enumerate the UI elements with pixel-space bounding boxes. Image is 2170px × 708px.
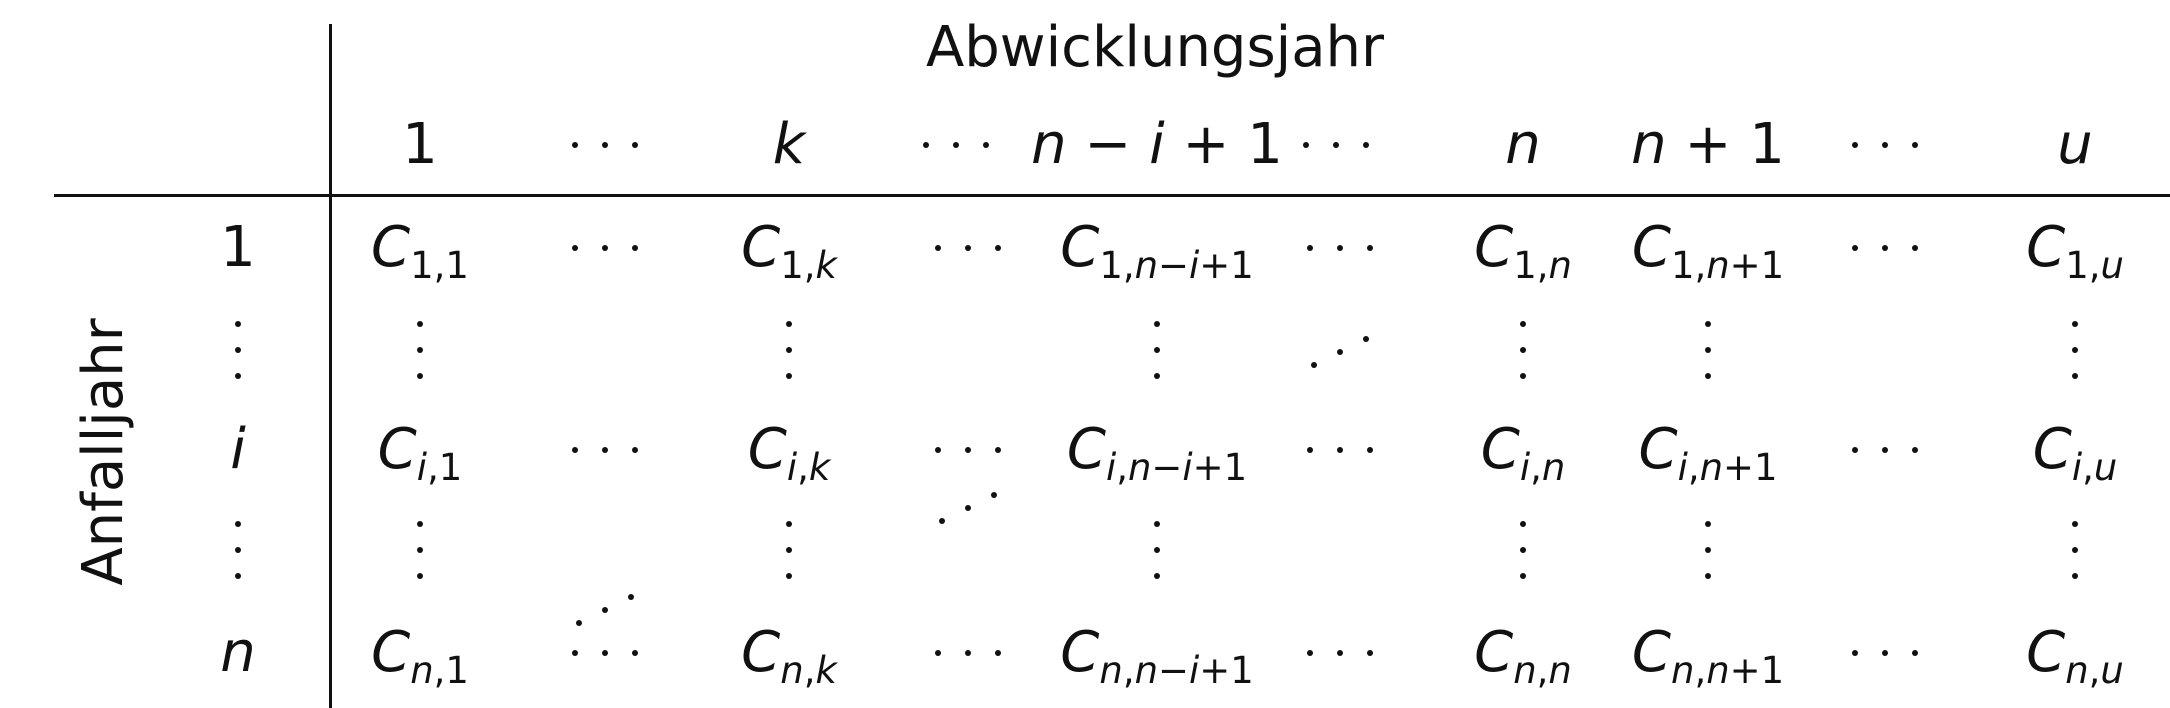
row-group-label: Anfalljahr xyxy=(71,318,136,586)
column-group-label: Abwicklungsjahr xyxy=(925,15,1385,80)
cell-r3-c5: Ci,n−i+1 xyxy=(1066,417,1248,489)
column-header-1: 1 xyxy=(402,112,438,177)
row-header-4 xyxy=(233,515,243,585)
cell-r3-c6 xyxy=(1301,445,1379,455)
column-header-8: n + 1 xyxy=(1631,112,1785,177)
cell-r2-c10 xyxy=(2070,315,2080,385)
cell-r5-c1: Cn,1 xyxy=(371,620,469,692)
vertical-rule xyxy=(329,24,332,708)
cell-r5-c4 xyxy=(929,648,1007,658)
cell-r2-c6 xyxy=(1305,332,1375,372)
column-header-5: n − i + 1 xyxy=(1031,112,1283,177)
horizontal-rule xyxy=(54,194,2170,197)
diagonal-dots-1 xyxy=(570,590,640,630)
column-header-3: k xyxy=(772,112,806,177)
cell-r1-c4 xyxy=(929,243,1007,253)
cell-r2-c5 xyxy=(1152,315,1162,385)
cell-r5-c2 xyxy=(566,648,644,658)
column-header-9 xyxy=(1846,140,1924,150)
cell-r2-c7 xyxy=(1518,315,1528,385)
cell-r4-c4 xyxy=(933,488,1003,528)
cell-r1-c3: C1,k xyxy=(741,215,837,287)
cell-r5-c7: Cn,n xyxy=(1474,620,1572,692)
cell-r4-c7 xyxy=(1518,515,1528,585)
cell-r4-c10 xyxy=(2070,515,2080,585)
cell-r5-c6 xyxy=(1301,648,1379,658)
row-header-5: n xyxy=(220,620,256,685)
cell-r3-c4 xyxy=(929,445,1007,455)
cell-r1-c5: C1,n−i+1 xyxy=(1060,215,1254,287)
cell-r4-c3 xyxy=(784,515,794,585)
column-header-2 xyxy=(566,140,644,150)
cell-r1-c2 xyxy=(566,243,644,253)
cell-r1-c10: C1,u xyxy=(2026,215,2124,287)
column-header-6 xyxy=(1297,140,1375,150)
column-header-7: n xyxy=(1505,112,1541,177)
cell-r3-c3: Ci,k xyxy=(747,417,831,489)
row-header-3: i xyxy=(230,417,246,482)
cell-r4-c8 xyxy=(1703,515,1713,585)
cell-r2-c1 xyxy=(415,315,425,385)
cell-r3-c7: Ci,n xyxy=(1480,417,1566,489)
cell-r3-c9 xyxy=(1846,445,1924,455)
cell-r3-c2 xyxy=(566,445,644,455)
cell-r1-c1: C1,1 xyxy=(371,215,469,287)
cell-r1-c7: C1,n xyxy=(1474,215,1572,287)
column-header-10: u xyxy=(2057,112,2093,177)
row-header-1: 1 xyxy=(220,215,256,280)
row-header-2 xyxy=(233,315,243,385)
cell-r4-c1 xyxy=(415,515,425,585)
cell-r5-c3: Cn,k xyxy=(741,620,837,692)
cell-r5-c5: Cn,n−i+1 xyxy=(1060,620,1254,692)
cell-r2-c3 xyxy=(784,315,794,385)
cell-r1-c9 xyxy=(1846,243,1924,253)
cell-r5-c8: Cn,n+1 xyxy=(1631,620,1785,692)
cell-r5-c10: Cn,u xyxy=(2026,620,2124,692)
cell-r3-c10: Ci,u xyxy=(2032,417,2118,489)
cell-r5-c9 xyxy=(1846,648,1924,658)
column-header-4 xyxy=(917,140,995,150)
cell-r2-c8 xyxy=(1703,315,1713,385)
cell-r4-c5 xyxy=(1152,515,1162,585)
cell-r1-c6 xyxy=(1301,243,1379,253)
cell-r3-c8: Ci,n+1 xyxy=(1638,417,1778,489)
cell-r1-c8: C1,n+1 xyxy=(1631,215,1785,287)
cell-r3-c1: Ci,1 xyxy=(377,417,463,489)
